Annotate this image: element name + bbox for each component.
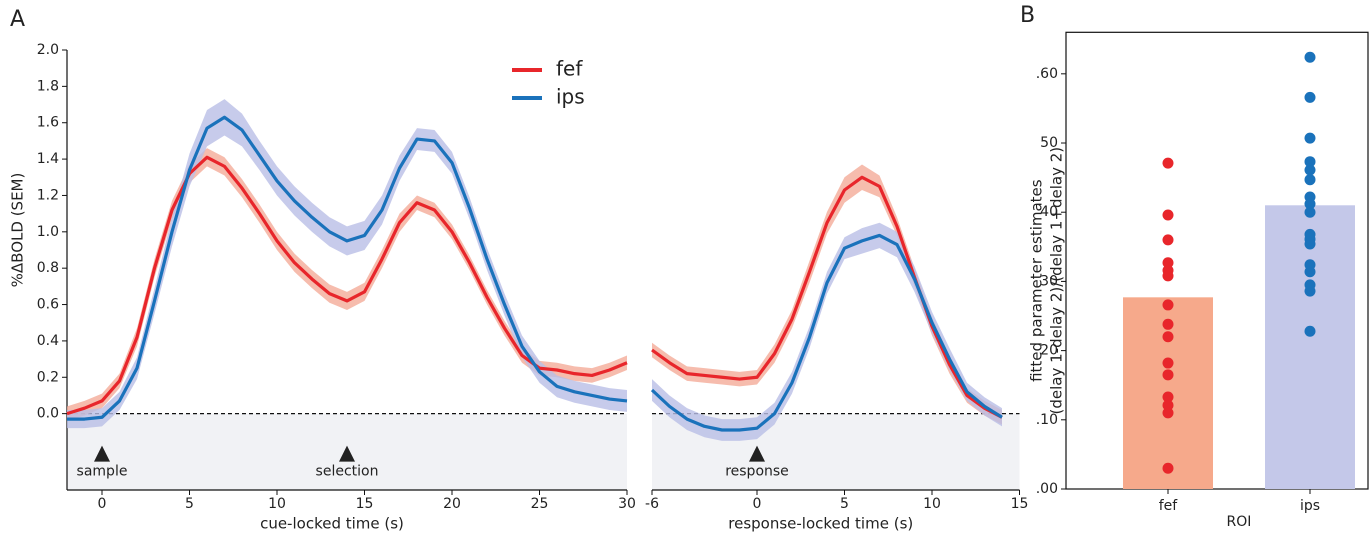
y-tick-label: 0.4 xyxy=(37,333,59,349)
subject-point xyxy=(1162,157,1174,169)
subject-point xyxy=(1162,331,1174,343)
x-tick-label: 15 xyxy=(356,496,374,512)
event-marker xyxy=(94,445,110,462)
subject-point xyxy=(1162,462,1174,474)
subject-point xyxy=(1162,407,1174,419)
subject-point xyxy=(1304,325,1316,337)
x-tick-label: 10 xyxy=(923,496,941,512)
y-tick-label: .00 xyxy=(1036,481,1058,497)
y-tick-label: .10 xyxy=(1036,412,1058,428)
subject-point xyxy=(1162,209,1174,221)
x-tick-label: 15 xyxy=(1011,496,1029,512)
x-tick-label: 25 xyxy=(531,496,549,512)
x-axis-label: cue-locked time (s) xyxy=(260,515,404,533)
event-label: selection xyxy=(316,464,379,480)
subject-point xyxy=(1304,132,1316,144)
x-tick-label: 30 xyxy=(618,496,636,512)
subject-point xyxy=(1304,164,1316,176)
y-tick-label: 1.8 xyxy=(37,78,59,94)
x-axis-label: ROI xyxy=(1227,514,1252,530)
legend-label: ips xyxy=(556,85,585,109)
y-tick-label: 50 xyxy=(1040,135,1058,151)
x-tick-label: fef xyxy=(1159,498,1179,514)
y-tick-label: 1.4 xyxy=(37,151,59,167)
event-marker xyxy=(339,445,355,462)
x-tick-label: ips xyxy=(1300,498,1320,514)
x-tick-label: 0 xyxy=(753,496,762,512)
subject-point xyxy=(1162,257,1174,269)
subject-point xyxy=(1162,399,1174,411)
series-line xyxy=(67,115,628,421)
x-tick-label: 5 xyxy=(840,496,849,512)
y-tick-label: 0.2 xyxy=(37,369,59,385)
x-axis-label: response-locked time (s) xyxy=(728,515,913,533)
subject-point xyxy=(1304,51,1316,63)
plot-frame xyxy=(1065,31,1369,490)
sem-band xyxy=(652,164,1002,425)
subject-point xyxy=(1304,198,1316,210)
series-line xyxy=(651,175,1003,419)
subject-point xyxy=(1304,238,1316,250)
event-marker xyxy=(749,445,765,462)
y-tick-label: 0.8 xyxy=(37,260,59,276)
subject-point xyxy=(1304,174,1316,186)
y-tick-label: .60 xyxy=(1036,66,1058,82)
subject-point xyxy=(1162,391,1174,403)
subject-point xyxy=(1304,285,1316,297)
subject-point xyxy=(1162,369,1174,381)
y-tick-label: 1.2 xyxy=(37,187,59,203)
y-axis-label: fitted parameter estimates xyxy=(1028,179,1046,382)
event-label: sample xyxy=(77,464,128,480)
y-axis-label: (delay 1-delay 2)/(delay 1+delay 2) xyxy=(1048,147,1066,415)
subject-point xyxy=(1162,270,1174,282)
y-tick-label: 2.0 xyxy=(37,42,59,58)
legend-label: fef xyxy=(556,57,583,81)
x-tick-label: 20 xyxy=(443,496,461,512)
subject-point xyxy=(1162,234,1174,246)
sem-band xyxy=(652,222,1002,441)
subject-point xyxy=(1162,357,1174,369)
x-tick-label: 10 xyxy=(268,496,286,512)
event-label: response xyxy=(725,464,789,480)
panel-label: B xyxy=(1020,3,1035,28)
y-axis-label: %ΔBOLD (SEM) xyxy=(9,173,27,288)
x-tick-label: -6 xyxy=(645,496,659,512)
y-tick-label: 30 xyxy=(1040,273,1058,289)
y-tick-label: 40 xyxy=(1040,204,1058,220)
subject-point xyxy=(1304,206,1316,218)
subject-point xyxy=(1162,318,1174,330)
subject-point xyxy=(1162,299,1174,311)
y-tick-label: 20 xyxy=(1040,343,1058,359)
y-tick-label: 1.6 xyxy=(37,115,59,131)
panel-label: A xyxy=(10,7,25,32)
subject-point xyxy=(1304,91,1316,103)
x-tick-label: 5 xyxy=(185,496,194,512)
subject-point xyxy=(1304,156,1316,168)
subject-point xyxy=(1304,266,1316,278)
y-tick-label: 0.6 xyxy=(37,297,59,313)
sem-band xyxy=(67,99,627,429)
bar xyxy=(1265,205,1355,489)
y-tick-label: 1.0 xyxy=(37,224,59,240)
y-tick-label: 0.0 xyxy=(37,406,59,422)
series-line xyxy=(650,233,1003,432)
x-tick-label: 0 xyxy=(98,496,107,512)
